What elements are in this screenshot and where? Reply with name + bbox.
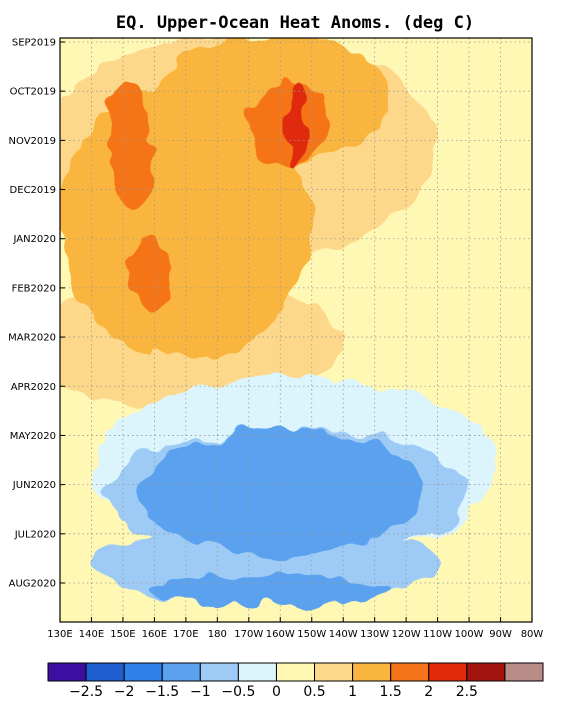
y-tick-label: JUL2020 xyxy=(14,529,56,540)
y-tick-label: OCT2019 xyxy=(10,87,56,98)
anomaly-region xyxy=(113,132,155,212)
colorbar-tick-label: −2.5 xyxy=(69,684,103,700)
colorbar-tick-label: 1 xyxy=(348,684,357,700)
colorbar-swatch xyxy=(390,662,430,682)
y-tick-label: AUG2020 xyxy=(9,578,56,589)
colorbar-tick-label: 0 xyxy=(272,684,281,700)
x-tick-label: 160W xyxy=(266,629,295,640)
colorbar: −2.5 −2 −1.5 −1 −0.5 0 0.5 1 1.5 2 2.5 xyxy=(47,662,544,700)
colorbar-tick-label: −2 xyxy=(114,684,135,700)
x-tick-label: 150W xyxy=(297,629,326,640)
anomaly-region xyxy=(129,230,171,310)
colorbar-swatch xyxy=(314,662,354,682)
colorbar-swatch xyxy=(161,662,201,682)
y-axis: SEP2019 OCT2019 NOV2019 DEC2019 JAN2020 FEB20… xyxy=(8,38,65,589)
colorbar-swatch xyxy=(504,662,544,682)
anomaly-region xyxy=(286,83,306,163)
x-tick-label: 130E xyxy=(47,629,72,640)
x-tick-label: 120W xyxy=(392,629,421,640)
colorbar-swatch xyxy=(466,662,506,682)
colorbar-swatch xyxy=(352,662,392,682)
colorbar-swatch xyxy=(275,662,316,682)
plot-frame xyxy=(59,37,533,623)
chart-title: EQ. Upper-Ocean Heat Anoms. (deg C) xyxy=(116,13,474,33)
x-tick-label: 160E xyxy=(142,629,167,640)
colorbar-swatch xyxy=(123,662,163,682)
anomaly-region xyxy=(138,427,422,556)
y-tick-label: APR2020 xyxy=(11,382,56,393)
colorbar-swatch xyxy=(199,662,239,682)
colorbar-swatch xyxy=(428,662,468,682)
x-axis: 130E 140E 150E 160E 170E 180 170W 160W 150W 140W 1… xyxy=(47,617,543,640)
x-tick-label: 150E xyxy=(110,629,135,640)
colorbar-swatch xyxy=(47,662,87,682)
grid-lines xyxy=(60,38,532,622)
y-tick-label: JUN2020 xyxy=(12,480,56,491)
x-tick-label: 80W xyxy=(521,629,544,640)
y-tick-label: FEB2020 xyxy=(12,283,56,294)
x-tick-label: 130W xyxy=(360,629,389,640)
x-tick-label: 170W xyxy=(234,629,263,640)
colorbar-tick-label: 2 xyxy=(424,684,433,700)
colorbar-tick-label: 0.5 xyxy=(303,684,325,700)
y-tick-label: NOV2019 xyxy=(9,136,56,147)
y-tick-label: DEC2019 xyxy=(10,185,56,196)
x-tick-label: 170E xyxy=(173,629,198,640)
x-tick-label: 140E xyxy=(79,629,104,640)
colorbar-swatch xyxy=(85,662,125,682)
colorbar-swatch xyxy=(237,662,277,682)
colorbar-tick-label: 2.5 xyxy=(456,684,478,700)
colorbar-tick-label: 1.5 xyxy=(380,684,402,700)
x-tick-label: 140W xyxy=(329,629,358,640)
y-tick-label: MAR2020 xyxy=(8,333,56,344)
anomaly-region xyxy=(154,574,391,605)
x-tick-label: 100W xyxy=(455,629,484,640)
x-tick-label: 90W xyxy=(489,629,512,640)
x-tick-label: 110W xyxy=(423,629,452,640)
y-tick-label: MAY2020 xyxy=(10,431,56,442)
y-tick-label: JAN2020 xyxy=(12,234,56,245)
x-tick-label: 180 xyxy=(208,629,227,640)
colorbar-tick-label: −0.5 xyxy=(221,684,255,700)
colorbar-tick-label: −1 xyxy=(190,684,211,700)
colorbar-tick-label: −1.5 xyxy=(145,684,179,700)
y-tick-label: SEP2019 xyxy=(12,38,56,49)
